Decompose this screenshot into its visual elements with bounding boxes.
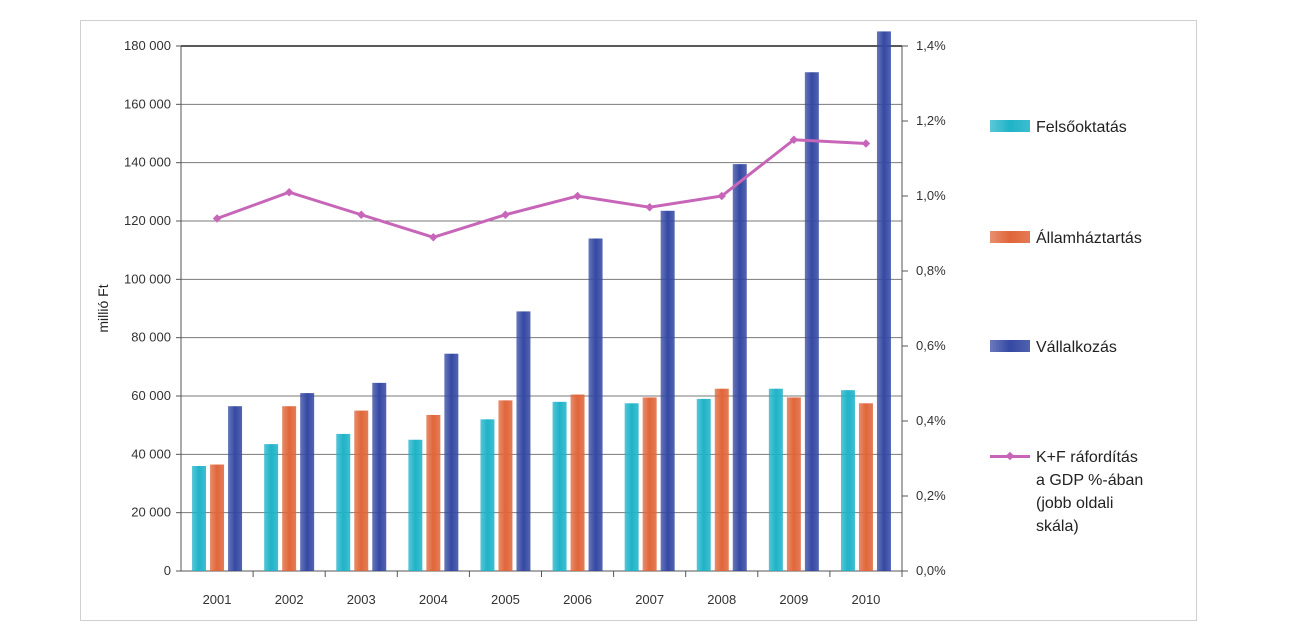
legend-item: Államháztartás <box>990 227 1142 250</box>
bar-1 <box>480 419 495 571</box>
x-tick-label: 2010 <box>851 592 880 607</box>
line-point <box>573 191 582 201</box>
y-tick-label: 180 000 <box>124 38 171 53</box>
legend-item: Felsőoktatás <box>990 116 1127 139</box>
bar-2 <box>642 397 657 571</box>
bar-1 <box>192 466 207 571</box>
bar-2 <box>354 410 369 571</box>
x-tick-label: 2006 <box>563 592 592 607</box>
bar-1 <box>840 390 855 571</box>
line-series <box>216 138 867 239</box>
bar-2 <box>858 403 873 571</box>
bar-2 <box>498 400 513 571</box>
bar-3 <box>444 353 459 571</box>
x-tick-label: 2008 <box>707 592 736 607</box>
bar-1 <box>768 388 783 571</box>
legend-swatch <box>990 120 1030 132</box>
y2-tick-label: 1,2% <box>916 113 946 128</box>
line-point <box>357 210 366 219</box>
line-point <box>861 139 871 148</box>
bar-1 <box>624 403 639 571</box>
line-point <box>429 233 438 242</box>
y2-tick-label: 1,0% <box>916 188 946 203</box>
x-tick-label: 2004 <box>419 592 448 607</box>
y-tick-label: 40 000 <box>131 446 171 461</box>
y-tick-label: 60 000 <box>131 388 171 403</box>
bar-1 <box>696 398 711 571</box>
y2-tick-label: 1,4% <box>916 38 946 53</box>
y2-tick-label: 0,4% <box>916 413 946 428</box>
bar-2 <box>786 397 801 571</box>
bar-3 <box>804 72 819 571</box>
y2-tick-label: 0,8% <box>916 263 946 278</box>
y-tick-label: 20 000 <box>131 505 171 520</box>
y-tick-label: 160 000 <box>124 96 171 111</box>
y-tick-label: 120 000 <box>124 213 171 228</box>
legend-item: K+F ráfordítás a GDP %-ában (jobb oldali… <box>990 446 1143 538</box>
legend-swatch <box>990 450 1030 462</box>
x-tick-label: 2002 <box>275 592 304 607</box>
bar-2 <box>210 464 225 571</box>
legend-label: Vállalkozás <box>1036 339 1117 356</box>
bar-3 <box>516 311 531 571</box>
y2-tick-label: 0,6% <box>916 338 946 353</box>
bar-1 <box>552 401 567 571</box>
y-axis-label: millió Ft <box>95 284 111 332</box>
x-tick-label: 2005 <box>491 592 520 607</box>
line-point <box>501 210 510 219</box>
legend-swatch <box>990 231 1030 243</box>
legend-label: Felsőoktatás <box>1036 119 1127 136</box>
y-tick-label: 80 000 <box>131 330 171 345</box>
line-point <box>212 214 222 223</box>
bar-2 <box>282 406 297 571</box>
x-tick-label: 2003 <box>347 592 376 607</box>
bar-3 <box>300 393 315 571</box>
y2-tick-label: 0,2% <box>916 488 946 503</box>
y-tick-label: 140 000 <box>124 155 171 170</box>
bar-3 <box>876 31 891 571</box>
y2-tick-label: 0,0% <box>916 563 946 578</box>
bar-2 <box>570 394 585 571</box>
legend-item: Vállalkozás <box>990 336 1117 359</box>
legend-swatch <box>990 340 1030 352</box>
legend-label: Államháztartás <box>1036 230 1142 247</box>
x-tick-label: 2007 <box>635 592 664 607</box>
x-tick-label: 2009 <box>779 592 808 607</box>
bar-1 <box>264 444 279 571</box>
bar-2 <box>714 388 729 571</box>
bar-3 <box>588 238 603 571</box>
bar-1 <box>336 433 351 571</box>
bar-1 <box>408 439 423 571</box>
y-tick-label: 100 000 <box>124 271 171 286</box>
bar-3 <box>660 210 675 571</box>
line-point <box>645 203 654 212</box>
x-tick-label: 2001 <box>203 592 232 607</box>
legend: Felsőoktatás Államháztartás Vállalkozás K+F… <box>990 0 1290 634</box>
bar-2 <box>426 414 441 571</box>
legend-label: K+F ráfordítás a GDP %-ában (jobb oldali… <box>1036 449 1144 535</box>
bar-3 <box>732 164 747 571</box>
bar-3 <box>372 382 387 571</box>
y-tick-label: 0 <box>164 563 171 578</box>
bar-3 <box>228 406 243 571</box>
line-point <box>284 188 294 197</box>
